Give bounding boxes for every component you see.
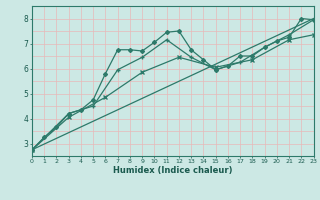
X-axis label: Humidex (Indice chaleur): Humidex (Indice chaleur): [113, 166, 233, 175]
